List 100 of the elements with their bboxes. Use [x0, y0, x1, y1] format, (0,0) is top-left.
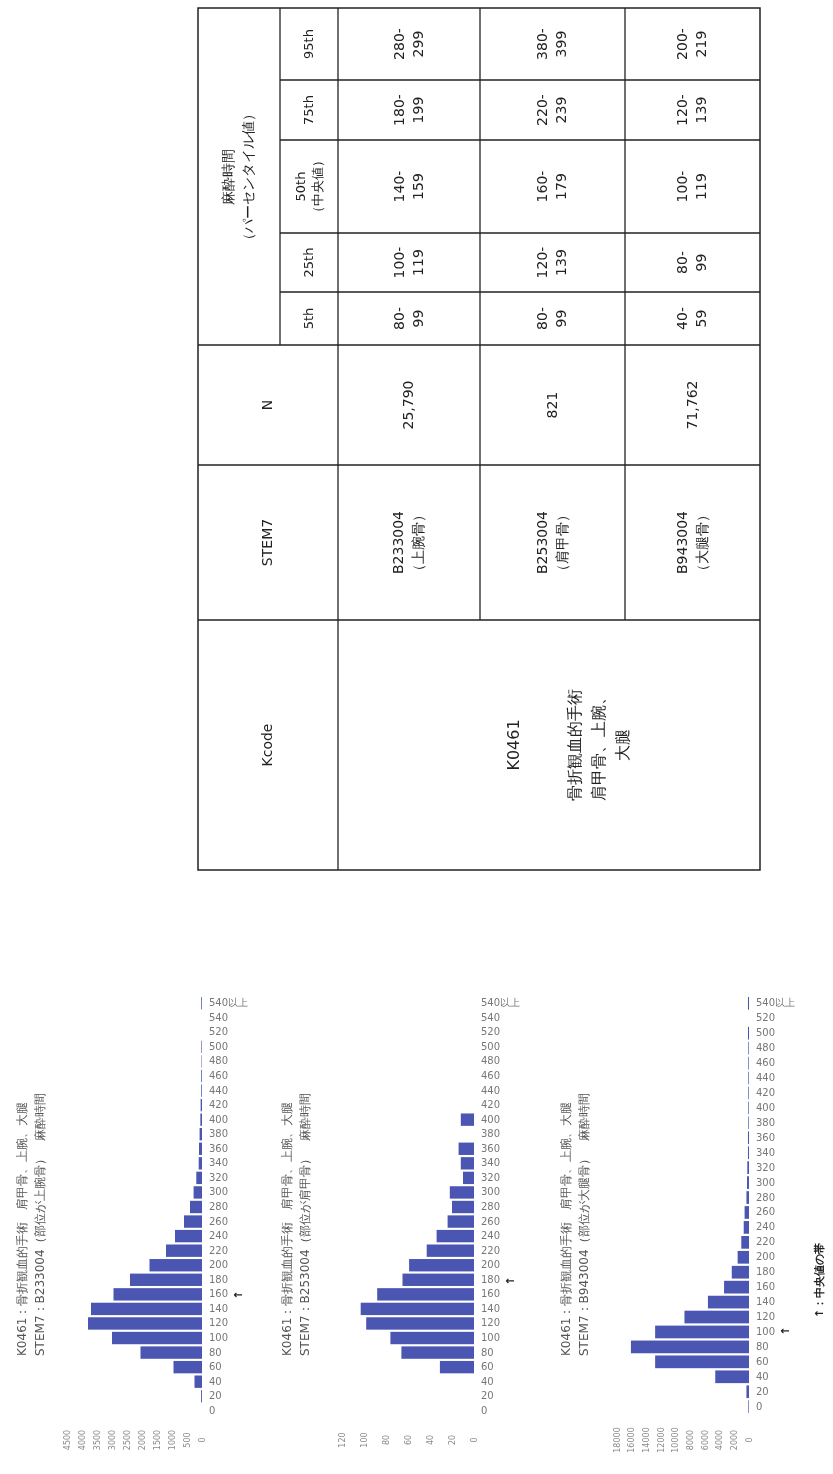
bar: [113, 1288, 202, 1301]
y-tick-label: 60: [756, 1355, 769, 1367]
category-label: Kcode: [259, 723, 275, 767]
y-tick-label: 480: [481, 1055, 501, 1067]
y-tick-label: 20: [481, 1390, 494, 1402]
y-tick-label: 240: [209, 1230, 229, 1242]
category-label: B943004（大腿骨）: [673, 507, 710, 578]
bar: [715, 1370, 749, 1384]
bar: [743, 1221, 749, 1234]
y-tick-label: 340: [209, 1157, 229, 1169]
y-tick-label: 360: [209, 1142, 229, 1154]
bar: [746, 1385, 749, 1399]
y-tick-label: 280: [209, 1201, 229, 1212]
x-tick-label: 40: [425, 1434, 435, 1446]
text: STEM7：B233004（部位が上腕骨） 麻酔時間: [32, 1093, 47, 1356]
bar: [401, 1346, 474, 1359]
y-tick-label: 220: [756, 1236, 776, 1248]
text: 821: [543, 391, 560, 419]
y-tick-label: 320: [481, 1171, 501, 1183]
y-tick-label: 160: [209, 1288, 229, 1300]
bar: [184, 1215, 202, 1228]
y-tick-label: 420: [756, 1086, 776, 1098]
x-tick-label: 1000: [167, 1429, 177, 1451]
text: 120-139: [674, 94, 709, 126]
bar: [149, 1259, 202, 1272]
category-label: 95th: [300, 29, 316, 59]
bar: [655, 1355, 749, 1369]
text: 100-119: [674, 170, 709, 203]
bar: [194, 1375, 202, 1388]
bar: [655, 1325, 749, 1339]
bar: [449, 1186, 474, 1199]
bar: [88, 1317, 202, 1330]
x-tick-label: 100: [359, 1432, 369, 1448]
x-tick-label: 1500: [152, 1429, 162, 1451]
bar: [91, 1302, 202, 1316]
text: 71,762: [683, 380, 700, 430]
text: 200-219: [674, 28, 709, 60]
y-tick-label: 380: [209, 1128, 229, 1140]
category-label: B253004（肩甲骨）: [533, 507, 570, 578]
y-tick-label: 500: [209, 1040, 229, 1052]
x-tick-label: 2000: [729, 1429, 739, 1451]
y-tick-label: 500: [756, 1027, 776, 1039]
y-tick-label: 420: [209, 1099, 229, 1111]
y-tick-label: 440: [209, 1084, 229, 1096]
text: K0461: [503, 719, 523, 771]
bar: [458, 1142, 474, 1155]
y-tick-label: 300: [756, 1176, 776, 1188]
bar: [684, 1310, 749, 1324]
y-tick-label: 120: [756, 1311, 776, 1323]
y-tick-label: 200: [209, 1259, 229, 1271]
y-tick-label: 260: [209, 1215, 229, 1227]
y-tick-label: 40: [756, 1370, 769, 1382]
x-tick-label: 20: [447, 1434, 457, 1446]
x-tick-label: 500: [182, 1432, 192, 1448]
bar: [402, 1273, 474, 1286]
y-tick-label: 320: [209, 1171, 229, 1183]
bar: [460, 1113, 474, 1126]
category-label: 5th: [300, 307, 316, 330]
bar: [173, 1360, 202, 1374]
y-tick-label: 20: [209, 1390, 222, 1402]
y-tick-label: 400: [756, 1101, 776, 1113]
bar: [199, 1142, 202, 1155]
x-tick-label: 8000: [685, 1429, 695, 1451]
y-tick-label: 320: [756, 1161, 776, 1173]
text: 380-399: [534, 28, 569, 60]
y-tick-label: 60: [481, 1361, 494, 1373]
x-tick-label: 60: [403, 1434, 413, 1446]
x-tick-label: 80: [381, 1434, 391, 1446]
bar: [390, 1331, 474, 1345]
category-label: STEM7: [259, 518, 275, 567]
category-label: 50th（中央値）: [292, 154, 324, 219]
text: 100-119: [390, 246, 426, 279]
y-tick-label: 460: [209, 1069, 229, 1081]
y-tick-label: 540以上: [756, 997, 796, 1009]
y-tick-label: 380: [756, 1116, 776, 1128]
text: K0461：骨折観血的手術 肩甲骨、上腕、大腿: [14, 1101, 29, 1356]
y-tick-label: 540以上: [209, 997, 249, 1009]
bar: [360, 1302, 474, 1316]
bar: [436, 1229, 474, 1243]
y-tick-label: 400: [481, 1113, 501, 1125]
y-tick-label: 380: [481, 1128, 501, 1140]
category-label: B233004（上腕骨）: [390, 507, 426, 578]
category-label: N: [259, 399, 275, 411]
bar: [196, 1171, 202, 1185]
y-tick-label: 140: [481, 1302, 501, 1314]
x-tick-label: 0: [197, 1437, 207, 1443]
y-tick-label: 360: [481, 1142, 501, 1154]
category-label: 75th: [300, 95, 316, 125]
bar: [409, 1259, 474, 1272]
x-tick-label: 2500: [122, 1429, 132, 1451]
y-tick-label: 400: [209, 1113, 229, 1125]
x-tick-label: 10000: [671, 1427, 681, 1453]
y-tick-label: 100: [481, 1332, 501, 1344]
text: 140-159: [390, 170, 426, 203]
y-tick-label: 360: [756, 1131, 776, 1143]
y-tick-label: 440: [481, 1084, 501, 1096]
category-label: 25th: [300, 247, 316, 278]
y-tick-label: 0: [756, 1400, 763, 1412]
y-tick-label: 480: [209, 1055, 229, 1067]
text: 180-199: [390, 94, 426, 126]
